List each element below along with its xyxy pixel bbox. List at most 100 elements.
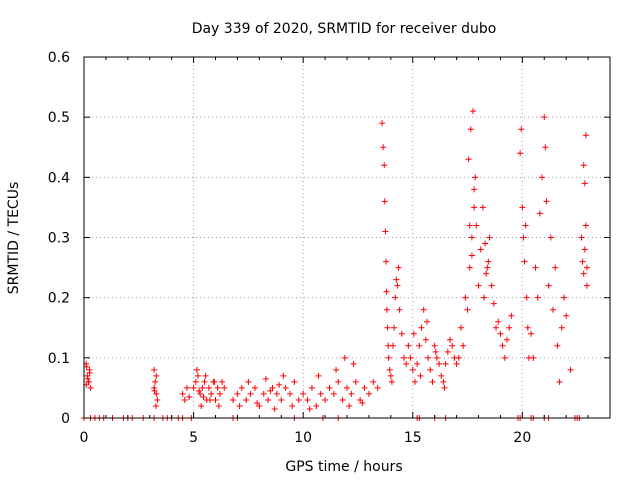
data-point [190, 384, 197, 391]
y-tick-label: 0 [61, 411, 70, 427]
data-point [438, 372, 445, 379]
data-point [269, 384, 276, 391]
data-point [380, 144, 387, 151]
data-point [580, 270, 587, 277]
data-point [205, 384, 212, 391]
data-point [330, 390, 337, 397]
x-tick-label: 15 [404, 430, 422, 446]
data-point [267, 387, 274, 394]
data-point [192, 378, 199, 385]
axes: 0 5 10 15 20 0 0.1 0.2 0.3 0.4 0.5 0.6 [48, 50, 611, 446]
data-point [265, 396, 272, 403]
data-point [541, 114, 548, 121]
data-point [403, 360, 410, 367]
data-point [254, 399, 261, 406]
data-point [216, 390, 223, 397]
data-point [471, 204, 478, 211]
data-point [381, 198, 388, 205]
data-point [219, 378, 226, 385]
data-point [197, 390, 204, 397]
data-point [271, 405, 278, 412]
data-point [519, 204, 526, 211]
data-point [436, 360, 443, 367]
data-point [470, 108, 477, 115]
data-point [382, 228, 389, 235]
data-point [348, 390, 355, 397]
data-point [468, 252, 475, 259]
data-point [554, 342, 561, 349]
data-point [524, 324, 531, 331]
y-tick-label: 0.6 [48, 50, 70, 66]
data-point [387, 372, 394, 379]
data-point [238, 384, 245, 391]
data-point [86, 369, 93, 376]
data-point [211, 378, 218, 385]
data-point [200, 393, 207, 400]
data-point [453, 360, 460, 367]
data-point [409, 366, 416, 373]
data-point [214, 384, 221, 391]
data-point [151, 366, 158, 373]
data-point [418, 324, 425, 331]
data-point [199, 384, 206, 391]
data-point [256, 402, 263, 409]
data-point [464, 306, 471, 313]
data-point [578, 234, 585, 241]
data-point [207, 396, 214, 403]
data-point [477, 246, 484, 253]
data-point [202, 372, 209, 379]
data-point [393, 276, 400, 283]
data-point [518, 126, 525, 133]
x-tick-label: 0 [80, 430, 89, 446]
data-point [558, 324, 565, 331]
data-point [391, 324, 398, 331]
data-point [552, 264, 559, 271]
data-point [431, 342, 438, 349]
data-point [152, 378, 159, 385]
data-point [317, 390, 324, 397]
data-point [291, 378, 298, 385]
data-point [201, 378, 208, 385]
data-point [374, 384, 381, 391]
data-point [394, 282, 401, 289]
y-tick-label: 0.2 [48, 291, 70, 307]
data-point [83, 363, 90, 370]
data-point [493, 324, 500, 331]
data-point [530, 354, 537, 361]
data-point [344, 384, 350, 391]
data-point [534, 294, 541, 301]
data-point [486, 234, 493, 241]
data-point [517, 150, 524, 157]
data-point [472, 174, 479, 181]
data-point [212, 396, 219, 403]
chart-title: Day 339 of 2020, SRMTID for receiver dub… [192, 21, 497, 37]
data-point [357, 396, 364, 403]
data-point [208, 390, 215, 397]
data-point [466, 264, 473, 271]
data-point [468, 234, 475, 241]
data-point [386, 366, 393, 373]
data-point [490, 300, 497, 307]
data-point [304, 396, 311, 403]
data-point [579, 258, 586, 265]
data-point [545, 282, 552, 289]
data-point [381, 162, 388, 169]
data-point [425, 354, 432, 361]
data-point [536, 210, 543, 217]
data-point [251, 384, 258, 391]
data-point [154, 396, 161, 403]
data-point [379, 120, 386, 127]
data-point [383, 288, 390, 295]
data-point [326, 384, 333, 391]
data-point [417, 372, 424, 379]
data-point [193, 366, 200, 373]
data-point [85, 378, 92, 385]
data-point [289, 402, 296, 409]
data-point [262, 375, 269, 382]
data-point [423, 318, 430, 325]
data-point [87, 384, 94, 391]
data-point [383, 258, 390, 265]
data-point [247, 390, 254, 397]
data-point [467, 126, 474, 133]
